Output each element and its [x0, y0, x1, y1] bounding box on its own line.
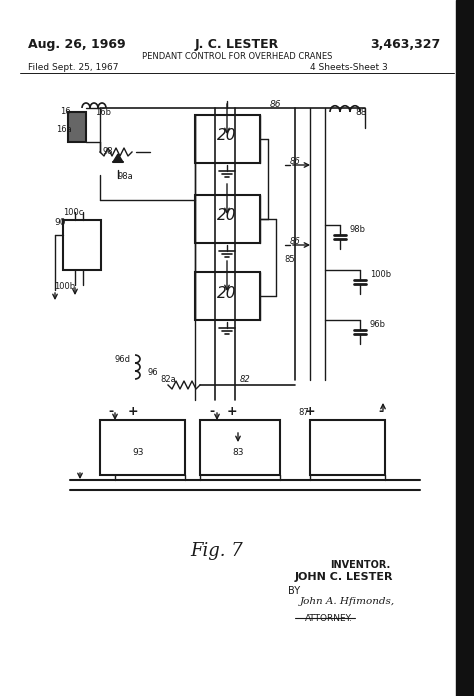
- Text: 20: 20: [217, 209, 237, 223]
- Text: +: +: [128, 405, 138, 418]
- Text: Aug. 26, 1969: Aug. 26, 1969: [28, 38, 126, 51]
- Text: 98: 98: [103, 147, 114, 156]
- Text: 86: 86: [290, 157, 301, 166]
- Text: 16a: 16a: [56, 125, 72, 134]
- Text: John A. Hfimonds,: John A. Hfimonds,: [300, 597, 395, 606]
- Text: JOHN C. LESTER: JOHN C. LESTER: [295, 572, 393, 582]
- Bar: [68, 112, 86, 142]
- Text: 96b: 96b: [370, 320, 386, 329]
- Text: 98b: 98b: [350, 225, 366, 234]
- Bar: [310, 420, 385, 475]
- Text: 83: 83: [232, 448, 244, 457]
- Text: +: +: [227, 405, 237, 418]
- Text: 16: 16: [60, 107, 71, 116]
- Text: 20: 20: [217, 129, 237, 143]
- Bar: [100, 420, 185, 475]
- Bar: [195, 272, 260, 320]
- Text: PENDANT CONTROL FOR OVERHEAD CRANES: PENDANT CONTROL FOR OVERHEAD CRANES: [142, 52, 332, 61]
- Text: -: -: [378, 405, 383, 418]
- Text: 96: 96: [148, 368, 159, 377]
- Text: 96d: 96d: [115, 355, 131, 364]
- Text: 87: 87: [298, 408, 309, 417]
- Text: 86: 86: [290, 237, 301, 246]
- Bar: [200, 420, 280, 475]
- Text: 100b: 100b: [54, 282, 75, 291]
- Bar: [456, 0, 474, 696]
- Text: 82a: 82a: [160, 375, 176, 384]
- Text: 82: 82: [240, 375, 251, 384]
- Text: 20: 20: [217, 285, 237, 301]
- Text: Filed Sept. 25, 1967: Filed Sept. 25, 1967: [28, 63, 118, 72]
- Text: -: -: [209, 405, 214, 418]
- Text: ATTORNEY.: ATTORNEY.: [305, 614, 353, 623]
- Text: 98a: 98a: [118, 172, 134, 181]
- Text: 90: 90: [54, 218, 65, 227]
- Text: 3,463,327: 3,463,327: [370, 38, 440, 51]
- Text: -: -: [108, 405, 113, 418]
- Text: 93: 93: [132, 448, 144, 457]
- Bar: [63, 220, 101, 270]
- Text: BY: BY: [288, 586, 300, 596]
- Bar: [195, 195, 260, 243]
- Polygon shape: [113, 154, 123, 162]
- Text: INVENTOR.: INVENTOR.: [330, 560, 390, 570]
- Text: 85: 85: [284, 255, 295, 264]
- Text: 100c: 100c: [63, 208, 83, 217]
- Text: 88: 88: [355, 108, 366, 117]
- Text: Fig. 7: Fig. 7: [191, 542, 243, 560]
- Bar: [195, 115, 260, 163]
- Text: +: +: [305, 405, 316, 418]
- Text: J. C. LESTER: J. C. LESTER: [195, 38, 279, 51]
- Text: 86: 86: [270, 100, 282, 109]
- Text: 16b: 16b: [95, 108, 111, 117]
- Text: 4 Sheets-Sheet 3: 4 Sheets-Sheet 3: [310, 63, 388, 72]
- Text: 100b: 100b: [370, 270, 391, 279]
